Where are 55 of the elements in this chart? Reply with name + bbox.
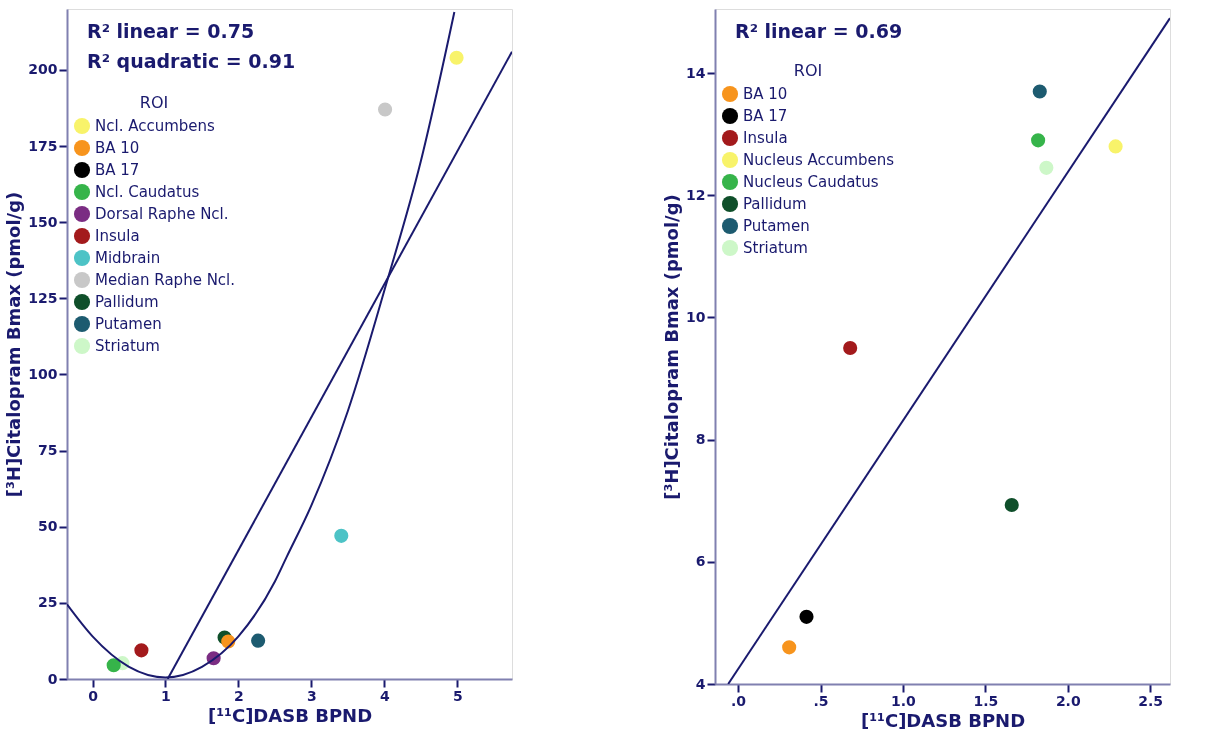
y-tick-label: 150 — [28, 213, 58, 230]
x-tick-label: 0 — [88, 687, 99, 704]
x-tick-label: 2 — [234, 687, 244, 704]
legend-label: Midbrain — [95, 249, 161, 267]
y-tick-label: 125 — [28, 289, 58, 306]
legend-label: Ncl. Caudatus — [95, 183, 200, 201]
legend-label: Dorsal Raphe Ncl. — [95, 205, 229, 223]
legend-label: Nucleus Accumbens — [743, 151, 895, 169]
x-tick-label: 2.5 — [1138, 692, 1164, 709]
y-tick-label: 4 — [695, 675, 706, 692]
legend-title: ROI — [139, 93, 169, 112]
legend-title: ROI — [793, 61, 823, 80]
x-tick-label: 1 — [161, 687, 171, 704]
legend-label: Insula — [95, 227, 140, 245]
legend-label: BA 17 — [743, 107, 788, 125]
y-tick-label: 100 — [28, 365, 58, 382]
legend-label: BA 10 — [743, 85, 788, 103]
y-tick-label: 200 — [28, 61, 58, 78]
y-tick-label: 75 — [38, 442, 58, 459]
legend-label: Insula — [743, 129, 788, 147]
legend-label: Ncl. Accumbens — [95, 117, 216, 135]
y-tick-label: 50 — [38, 518, 58, 535]
legend-label: BA 17 — [95, 161, 140, 179]
y-tick-label: 14 — [686, 64, 706, 81]
legend-label: Putamen — [743, 217, 810, 235]
x-tick-label: 2.0 — [1055, 692, 1081, 709]
annotation: R² quadratic = 0.91 — [87, 50, 296, 72]
legend-label: Pallidum — [95, 293, 159, 311]
annotation: R² linear = 0.69 — [735, 20, 903, 42]
y-tick-label: 12 — [686, 186, 706, 203]
legend-label: Nucleus Caudatus — [743, 173, 879, 191]
annotation: R² linear = 0.75 — [87, 20, 255, 42]
x-axis-title: [¹¹C]DASB BPND — [207, 704, 373, 726]
legend-label: Pallidum — [743, 195, 807, 213]
y-axis-title: [³H]Citalopram Bmax (pmol/g) — [661, 194, 683, 500]
y-tick-label: 0 — [47, 670, 58, 687]
legend-label: Median Raphe Ncl. — [95, 271, 236, 289]
y-tick-label: 6 — [695, 553, 706, 570]
x-tick-label: .5 — [813, 692, 829, 709]
y-tick-label: 8 — [695, 431, 706, 448]
y-tick-label: 175 — [28, 137, 58, 154]
x-tick-label: 4 — [379, 687, 390, 704]
x-tick-label: 1.5 — [973, 692, 999, 709]
legend-label: Striatum — [95, 337, 160, 355]
legend-label: Putamen — [95, 315, 162, 333]
legend-label: BA 10 — [95, 139, 140, 157]
x-tick-label: 3 — [307, 687, 317, 704]
y-tick-label: 10 — [686, 308, 706, 325]
x-tick-label: .0 — [731, 692, 747, 709]
x-axis-title: [¹¹C]DASB BPND — [860, 709, 1026, 731]
x-tick-label: 1.0 — [891, 692, 917, 709]
legend-label: Striatum — [743, 239, 808, 257]
x-tick-label: 5 — [452, 687, 463, 704]
y-tick-label: 25 — [38, 594, 58, 611]
y-axis-title: [³H]Citalopram Bmax (pmol/g) — [3, 191, 25, 498]
